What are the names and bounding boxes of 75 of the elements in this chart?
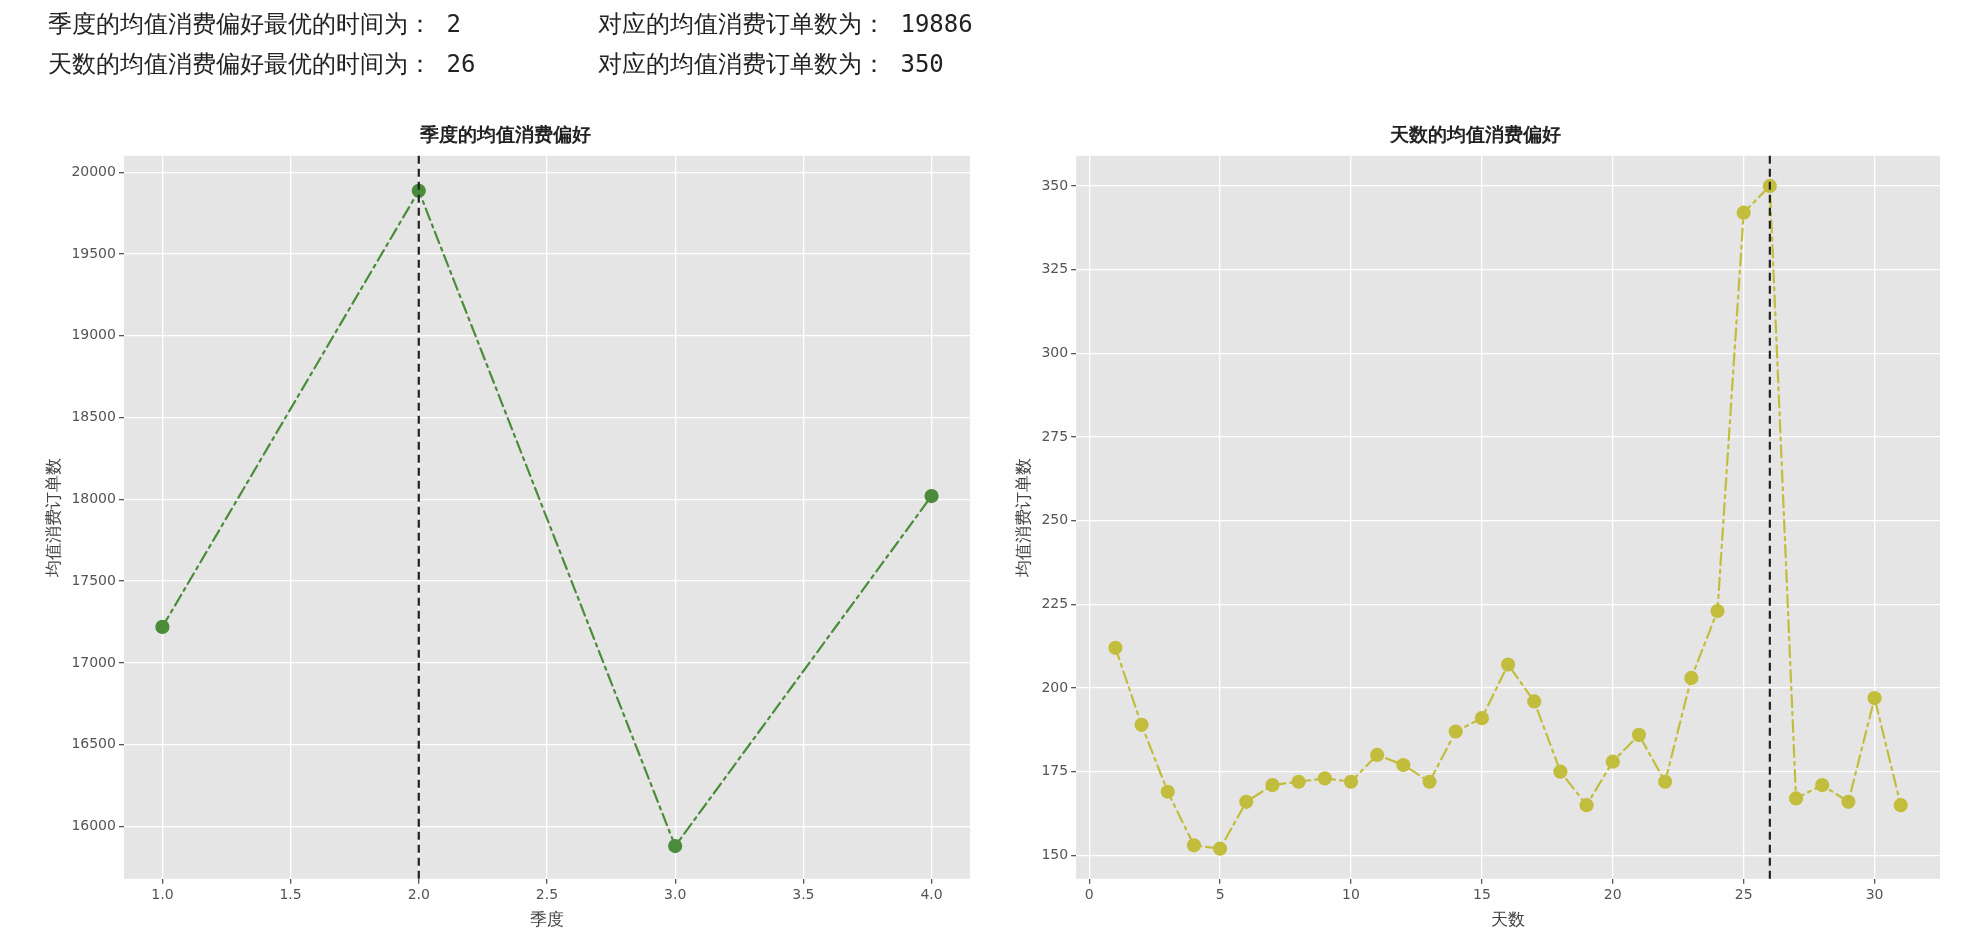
x-tick-label: 2.5 <box>535 885 559 902</box>
point <box>1631 727 1647 742</box>
y-tick-label: 17500 <box>71 571 116 588</box>
x-tick-label: 5 <box>1215 885 1225 902</box>
point <box>1448 724 1463 739</box>
point <box>1160 784 1175 799</box>
y-tick-label: 19000 <box>71 326 116 343</box>
y-tick-label: 250 <box>1041 511 1069 528</box>
point <box>924 488 939 504</box>
point <box>1788 791 1804 806</box>
point <box>1658 774 1673 789</box>
y-tick-label: 18000 <box>71 489 116 506</box>
text: 天数的均值消费偏好最优的时间为： 26 <box>48 49 477 80</box>
point <box>1396 757 1411 773</box>
point <box>1474 711 1489 726</box>
x-tick-label: 0 <box>1084 885 1094 902</box>
y-tick-label: 16000 <box>71 817 116 834</box>
x-tick-label: 20 <box>1603 885 1622 902</box>
x-tick-label: 3.0 <box>664 885 687 902</box>
point <box>155 619 170 634</box>
point <box>1815 777 1830 793</box>
point <box>1134 717 1149 732</box>
y-tick-label: 19500 <box>71 244 116 261</box>
y-tick-label: 325 <box>1041 260 1069 277</box>
x-axis-title: 天数 <box>1491 909 1526 930</box>
x-tick-label: 30 <box>1865 885 1884 902</box>
x-tick-label: 1.0 <box>151 885 174 902</box>
y-tick-label: 17000 <box>71 653 116 670</box>
text: 对应的均值消费订单数为： 350 <box>598 49 945 80</box>
text: 对应的均值消费订单数为： 19886 <box>598 9 973 40</box>
y-tick-label: 16500 <box>71 735 116 752</box>
x-tick-label: 3.5 <box>792 885 815 902</box>
x-tick-label: 1.5 <box>279 885 302 902</box>
point <box>1265 777 1280 793</box>
point <box>1239 794 1254 809</box>
point <box>1422 774 1437 789</box>
point <box>1579 798 1594 813</box>
point <box>1710 603 1725 619</box>
point <box>1684 670 1699 686</box>
point <box>1605 754 1620 769</box>
chart-title: 季度的均值消费偏好 <box>418 123 591 146</box>
point <box>1553 764 1568 779</box>
text: 季度的均值消费偏好最优的时间为： 2 <box>48 9 462 40</box>
point <box>1317 771 1332 786</box>
y-tick-label: 300 <box>1041 343 1069 360</box>
y-tick-label: 18500 <box>71 408 116 425</box>
y-tick-label: 175 <box>1041 762 1069 779</box>
point <box>1108 640 1123 655</box>
x-tick-label: 4.0 <box>920 885 943 902</box>
y-axis-title: 均值消费订单数 <box>42 457 63 578</box>
point <box>1893 798 1908 813</box>
y-tick-label: 350 <box>1041 176 1069 193</box>
x-tick-label: 15 <box>1472 885 1491 902</box>
y-tick-label: 150 <box>1041 846 1069 863</box>
x-tick-label: 25 <box>1734 885 1753 902</box>
x-tick-label: 2.0 <box>407 885 430 902</box>
point <box>668 838 683 854</box>
point <box>1500 657 1516 672</box>
point <box>1527 694 1542 709</box>
chart-title: 天数的均值消费偏好 <box>1388 123 1561 146</box>
y-tick-label: 225 <box>1041 594 1069 611</box>
y-tick-label: 20000 <box>71 162 116 179</box>
x-tick-label: 10 <box>1342 885 1360 902</box>
point <box>1867 690 1882 706</box>
point <box>1841 794 1856 809</box>
y-tick-label: 200 <box>1041 678 1069 695</box>
point <box>1291 774 1306 789</box>
point <box>1343 774 1359 789</box>
y-tick-label: 275 <box>1041 427 1069 444</box>
point <box>1736 205 1751 220</box>
y-axis-title: 均值消费订单数 <box>1012 457 1033 578</box>
point <box>1186 838 1202 853</box>
point <box>1370 747 1385 763</box>
point <box>1213 841 1228 856</box>
x-axis-title: 季度 <box>529 909 564 930</box>
